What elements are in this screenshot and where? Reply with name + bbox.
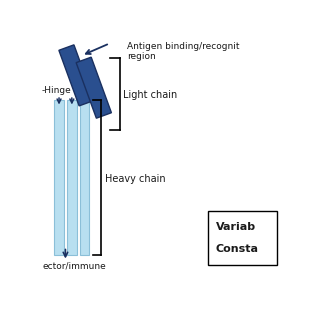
Bar	[76, 57, 111, 118]
Bar	[59, 45, 94, 106]
Text: Antigen binding/recognit
region: Antigen binding/recognit region	[127, 42, 240, 61]
Bar	[67, 100, 76, 255]
Text: Light chain: Light chain	[123, 90, 178, 100]
Text: -Hinge: -Hinge	[42, 86, 72, 95]
Bar	[80, 100, 89, 255]
Text: ector/immune: ector/immune	[42, 262, 106, 271]
Bar	[54, 100, 64, 255]
Text: Heavy chain: Heavy chain	[105, 174, 165, 184]
Text: Consta: Consta	[216, 244, 259, 254]
Bar	[208, 211, 277, 265]
Text: Variab: Variab	[216, 222, 256, 232]
